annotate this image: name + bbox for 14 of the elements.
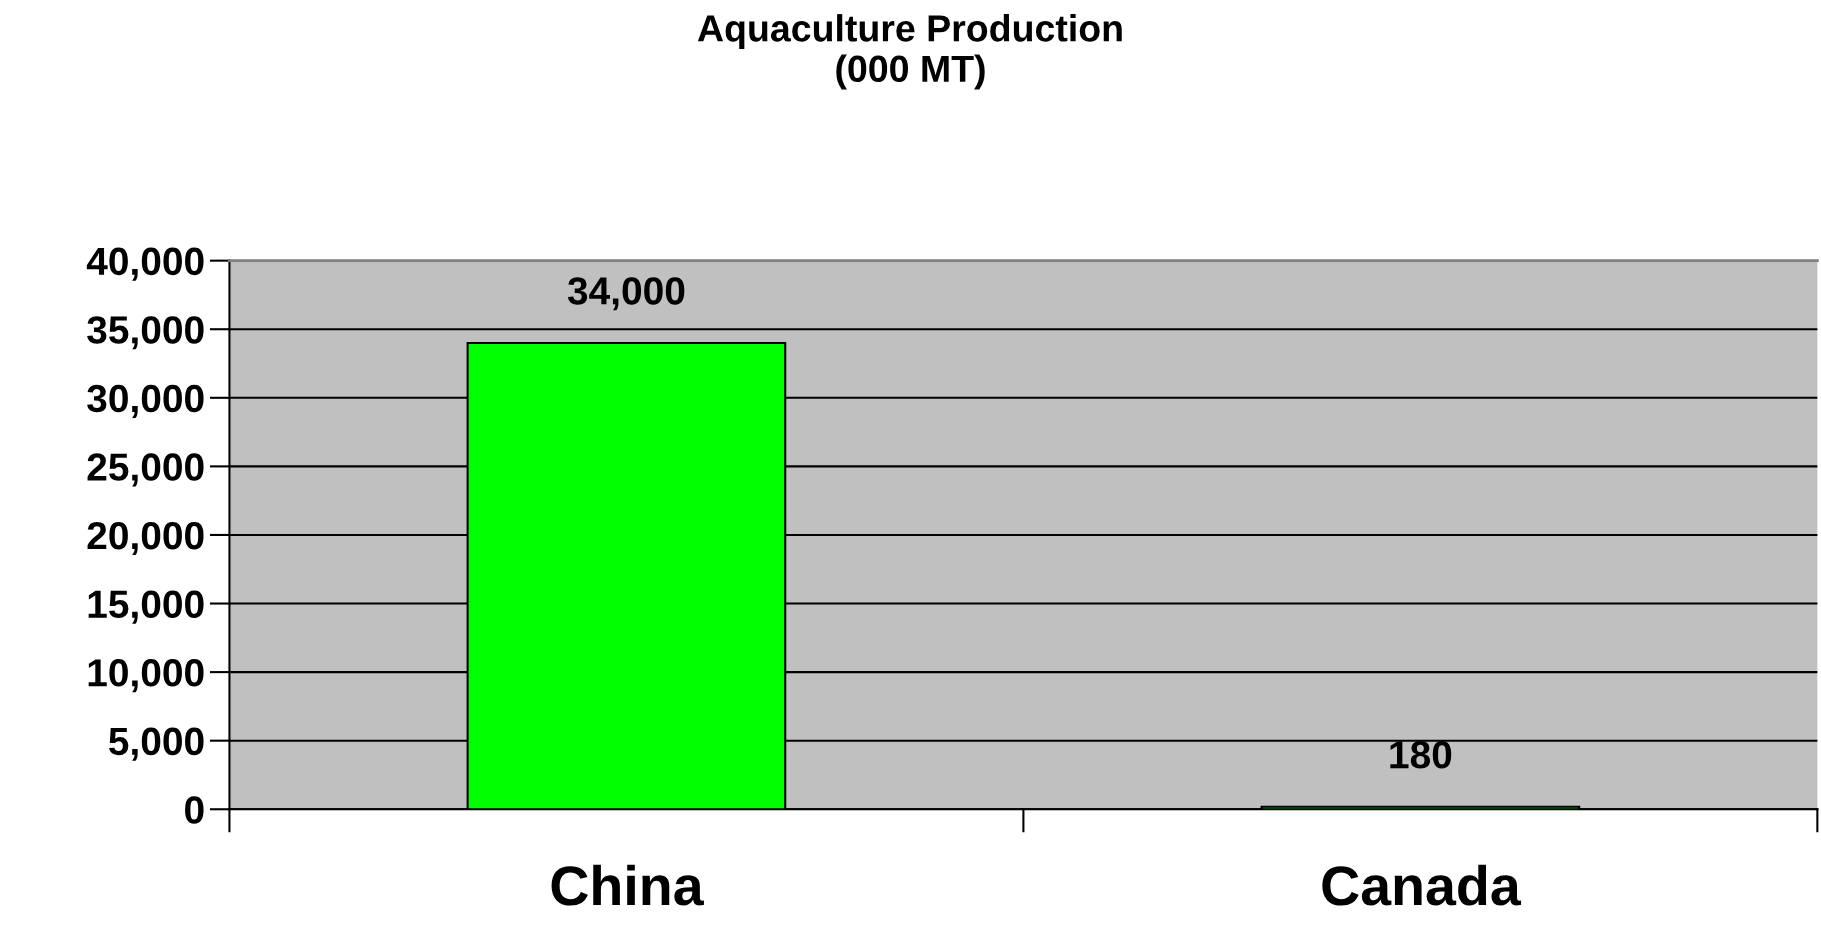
chart-title: Aquaculture Production (000 MT) <box>697 14 1122 90</box>
x-tick-label: China <box>551 864 704 906</box>
y-tick-label: 25,000 <box>87 453 204 487</box>
x-tick-label: Canada <box>1322 864 1522 906</box>
y-tick-label: 20,000 <box>87 521 204 556</box>
y-tick-label: 10,000 <box>88 659 204 693</box>
data-label: 180 <box>1390 741 1452 769</box>
y-tick-label: 5,000 <box>109 727 204 761</box>
y-tick-label: 30,000 <box>87 384 204 418</box>
y-tick-label: 35,000 <box>87 316 204 350</box>
y-tick-label: 15,000 <box>88 590 204 624</box>
data-label: 34,000 <box>567 277 685 311</box>
y-tick-label: 0 <box>185 796 204 824</box>
y-tick-label: 40,000 <box>86 247 204 281</box>
